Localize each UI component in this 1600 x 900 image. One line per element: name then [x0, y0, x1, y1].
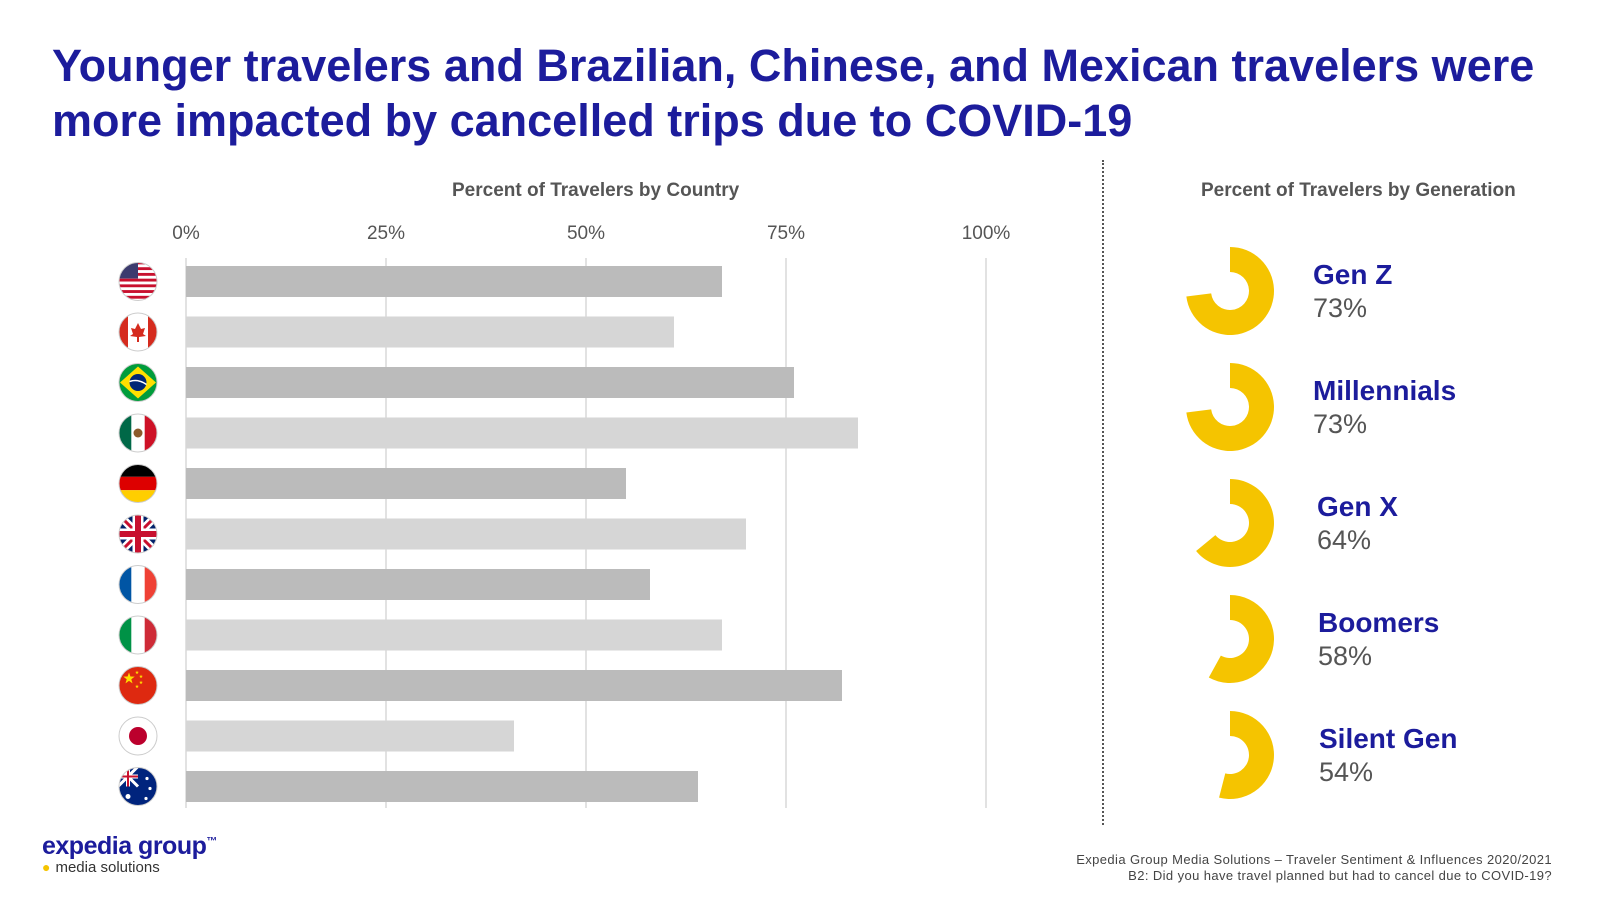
- x-tick-label: 75%: [767, 223, 805, 244]
- germany-flag-icon: [118, 464, 158, 503]
- generation-chart-title: Percent of Travelers by Generation: [1201, 180, 1516, 201]
- generation-label: Millennials: [1313, 375, 1457, 406]
- expedia-group-logo: expedia group™ ● media solutions: [42, 832, 217, 876]
- australia-flag-icon: [118, 767, 158, 806]
- page-title: Younger travelers and Brazilian, Chinese…: [52, 40, 1535, 146]
- donut-arc: [1186, 363, 1274, 451]
- united-kingdom-flag-icon: [118, 514, 158, 554]
- source-line-1: Expedia Group Media Solutions – Traveler…: [1076, 852, 1552, 867]
- donut-arc: [1196, 479, 1274, 567]
- section-divider: [1102, 160, 1104, 825]
- bar-australia: [186, 771, 698, 802]
- brazil-flag-icon: [118, 363, 158, 402]
- x-tick-label: 50%: [567, 223, 605, 244]
- united-states-flag-icon: [118, 262, 158, 301]
- generation-value: 73%: [1313, 409, 1368, 439]
- lightbulb-icon: ●: [42, 859, 51, 875]
- bar-china: [186, 670, 842, 701]
- bar-germany: [186, 468, 626, 499]
- donut-arc: [1219, 711, 1275, 800]
- generation-label: Silent Gen: [1319, 723, 1458, 754]
- france-flag-icon: [118, 565, 158, 604]
- x-tick-label: 0%: [172, 223, 200, 244]
- bar-japan: [186, 720, 514, 752]
- country-bar-chart: 0% 25% 50% 75% 100%: [118, 223, 1011, 808]
- generation-value: 54%: [1319, 757, 1374, 787]
- generation-label: Boomers: [1318, 607, 1440, 638]
- logo-text: expedia group: [42, 832, 207, 860]
- source-note: Expedia Group Media Solutions – Traveler…: [1076, 852, 1552, 884]
- generation-label: Gen Z: [1313, 259, 1393, 290]
- donut-arc: [1186, 247, 1274, 336]
- x-tick-label: 100%: [962, 223, 1011, 244]
- canada-flag-icon: [118, 312, 158, 352]
- china-flag-icon: [118, 666, 158, 705]
- logo-subtext: media solutions: [55, 859, 160, 876]
- generation-label: Gen X: [1317, 491, 1398, 522]
- japan-flag-icon: [118, 716, 158, 756]
- bar-italy: [186, 619, 722, 651]
- generation-value: 73%: [1313, 293, 1368, 323]
- logo-trademark: ™: [206, 835, 217, 848]
- bar-mexico: [186, 417, 858, 449]
- italy-flag-icon: [118, 615, 158, 655]
- bar-united-kingdom: [186, 518, 746, 550]
- source-line-2: B2: Did you have travel planned but had …: [1128, 868, 1552, 883]
- bar-canada: [186, 316, 674, 348]
- bar-united-states: [186, 266, 722, 297]
- country-chart-title: Percent of Travelers by Country: [452, 180, 740, 201]
- mexico-flag-icon: [118, 413, 158, 453]
- x-tick-label: 25%: [367, 223, 405, 244]
- generation-value: 58%: [1318, 641, 1373, 671]
- donut-arc: [1208, 595, 1274, 683]
- generation-value: 64%: [1317, 525, 1372, 555]
- bar-brazil: [186, 367, 794, 398]
- bar-france: [186, 569, 650, 600]
